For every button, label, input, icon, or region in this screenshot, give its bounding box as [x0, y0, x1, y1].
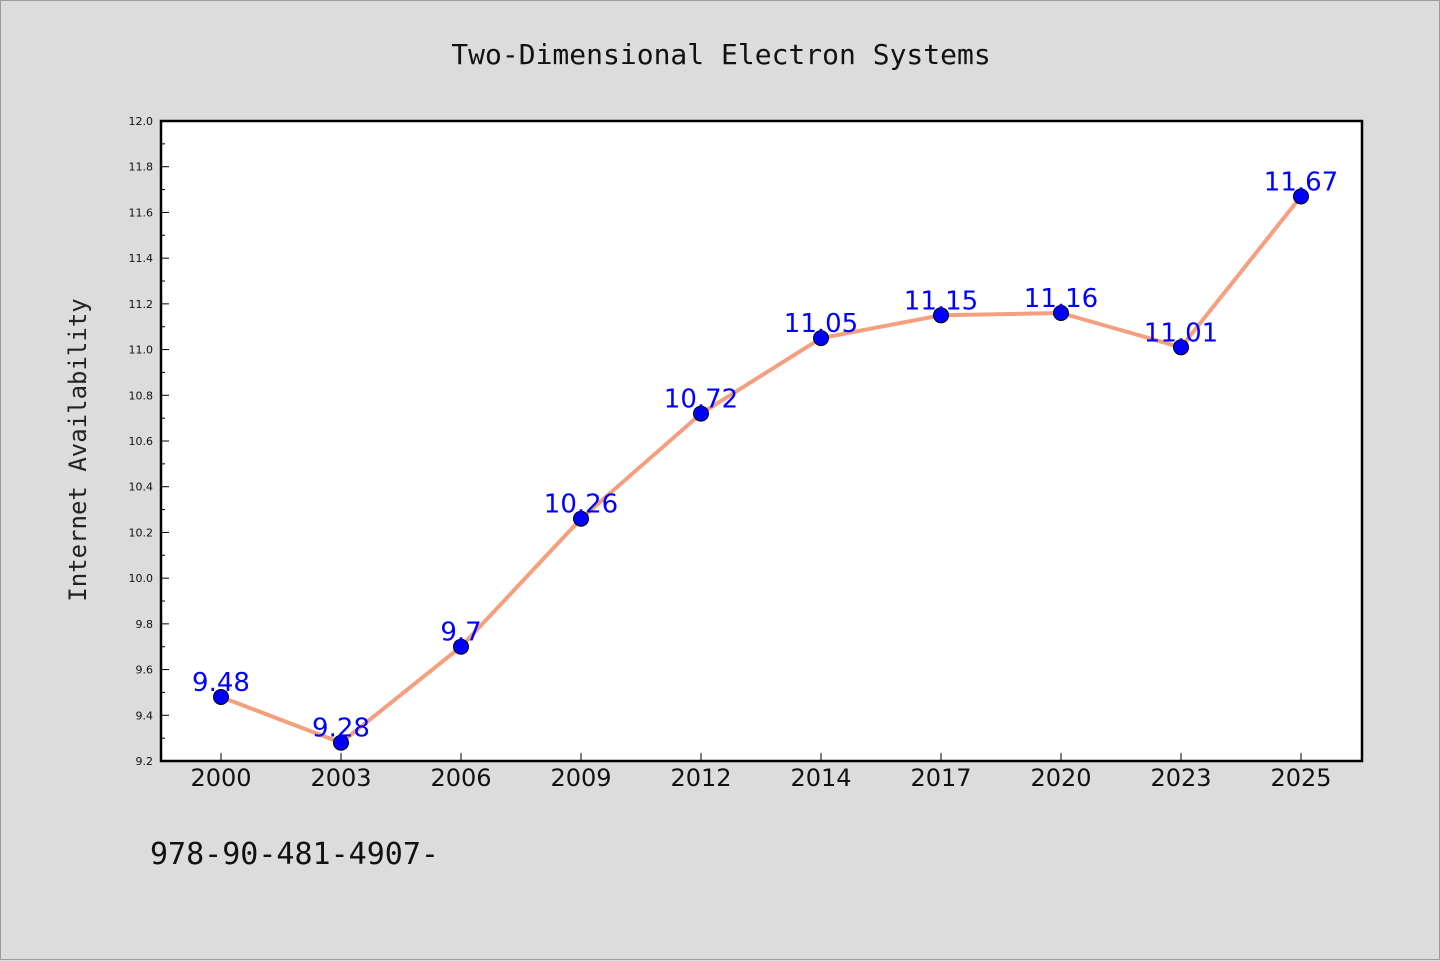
data-label: 10.72 [664, 385, 738, 415]
series-layer: 9.48 9.28 9.7 10.26 10.72 11.05 11.15 11.16 11.0… [192, 167, 1338, 751]
x-tick-label: 2014 [790, 764, 851, 792]
y-tick-label: 11.4 [129, 252, 154, 265]
data-point-marker [213, 689, 229, 705]
data-point-marker [933, 307, 949, 324]
x-tick-label: 2000 [190, 764, 251, 792]
data-point-marker [813, 330, 829, 347]
chart-title: Two-Dimensional Electron Systems [451, 38, 990, 71]
x-tick-label: 2012 [670, 764, 731, 792]
y-tick-label: 9.6 [136, 664, 154, 677]
y-tick-label: 10.6 [129, 435, 154, 448]
x-tick-label: 2025 [1270, 764, 1331, 792]
data-label: 11.05 [784, 309, 858, 339]
y-tick-label: 9.2 [136, 755, 154, 768]
data-label: 11.16 [1024, 284, 1098, 314]
data-label: 9.28 [312, 714, 370, 744]
y-tick-label: 10.8 [129, 389, 154, 402]
data-label: 11.01 [1144, 318, 1218, 348]
y-tick-label: 11.8 [129, 161, 154, 174]
data-point-marker [1293, 188, 1309, 205]
y-axis-label: Internet Availability [64, 298, 92, 601]
y-tick-label: 9.4 [136, 709, 154, 722]
x-tick-label: 2023 [1150, 764, 1211, 792]
series-line [219, 194, 1303, 745]
y-tick-label: 11.6 [129, 206, 154, 219]
data-label: 11.67 [1264, 167, 1338, 197]
x-tick-label: 2003 [310, 764, 371, 792]
data-point-marker [693, 405, 709, 422]
y-tick-label: 12.0 [129, 115, 154, 128]
x-tick-label: 2006 [430, 764, 491, 792]
y-tick-label: 9.8 [136, 618, 154, 631]
plot-area [159, 119, 1364, 763]
footer-isbn-text: 978-90-481-4907- [150, 837, 439, 872]
y-tick-label: 11.0 [129, 344, 154, 357]
data-label: 10.26 [544, 490, 618, 520]
x-tick-label: 2020 [1030, 764, 1091, 792]
y-axis: 9.2 9.4 9.6 9.8 10.0 10.2 10.4 10.6 10.8 11.0 11.2… [129, 115, 169, 768]
y-tick-label: 10.4 [129, 481, 154, 494]
data-label: 9.48 [192, 668, 250, 698]
y-tick-label: 10.2 [129, 526, 154, 539]
x-tick-label: 2009 [550, 764, 611, 792]
data-point-marker [1173, 339, 1189, 356]
x-tick-label: 2017 [910, 764, 971, 792]
data-point-marker [1053, 305, 1069, 321]
data-point-marker [453, 638, 469, 655]
data-point-marker [333, 734, 349, 751]
data-label: 9.7 [440, 618, 481, 648]
y-tick-label: 10.0 [129, 572, 154, 585]
data-label: 11.15 [904, 286, 978, 316]
data-point-marker [573, 510, 589, 527]
y-tick-label: 11.2 [129, 298, 154, 311]
x-axis: 2000 2003 2006 2009 2012 2014 2017 2020 2023 2025 [190, 753, 1332, 792]
